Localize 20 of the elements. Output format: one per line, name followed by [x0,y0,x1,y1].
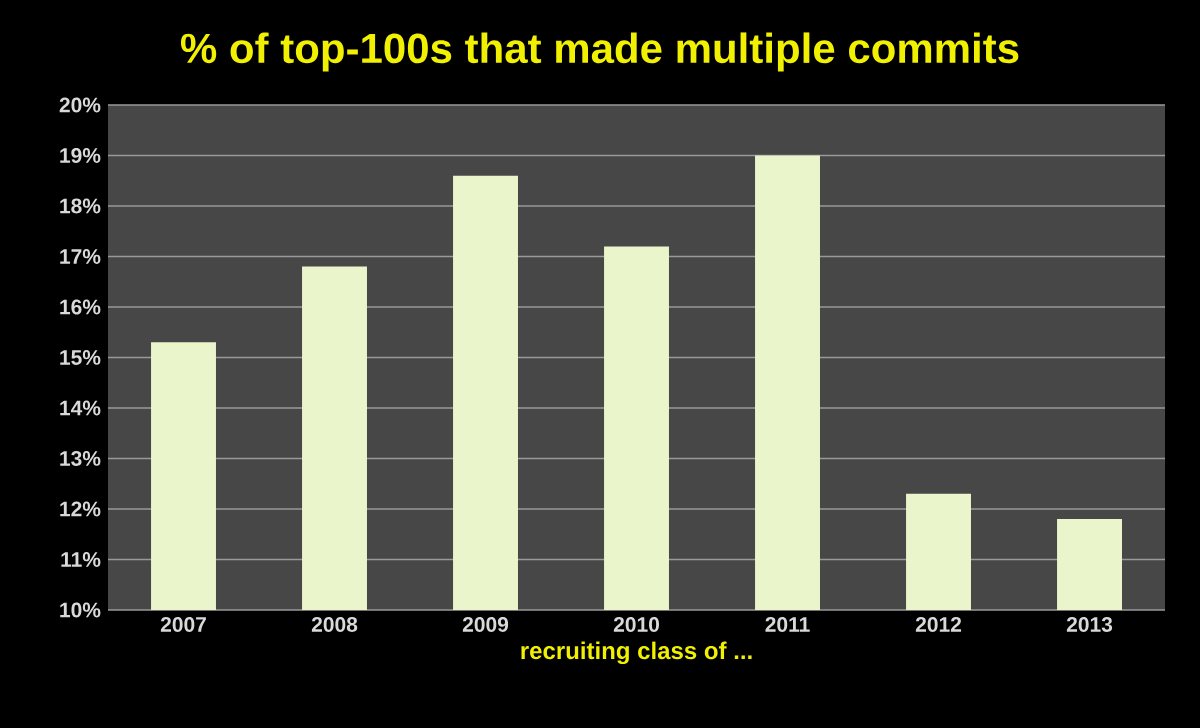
x-tick-label: 2010 [613,617,659,632]
x-axis-title: recruiting class of ... [521,641,752,665]
x-tick-label: 2013 [1066,617,1113,632]
y-tick-label: 10% [60,602,101,618]
x-tick-label: 2011 [765,617,810,632]
y-tick-label: 14% [60,400,101,416]
y-tick-label: 19% [60,148,101,163]
y-tick-label: 18% [60,198,101,214]
y-tick-label: 16% [60,299,101,315]
y-tick-label: 17% [60,249,101,264]
y-tick-label: 11% [61,552,101,567]
x-tick-label: 2012 [915,617,962,632]
y-tick-label: 13% [60,451,101,466]
y-tick-label: 20% [59,97,101,113]
x-tick-label: 2008 [311,617,358,632]
y-tick-label: 12% [60,501,101,517]
chart-title: % of top-100s that made multiple commits [180,32,1019,72]
x-tick-label: 2009 [462,617,509,632]
y-tick-label: 15% [60,350,101,365]
x-tick-label: 2007 [160,617,206,632]
